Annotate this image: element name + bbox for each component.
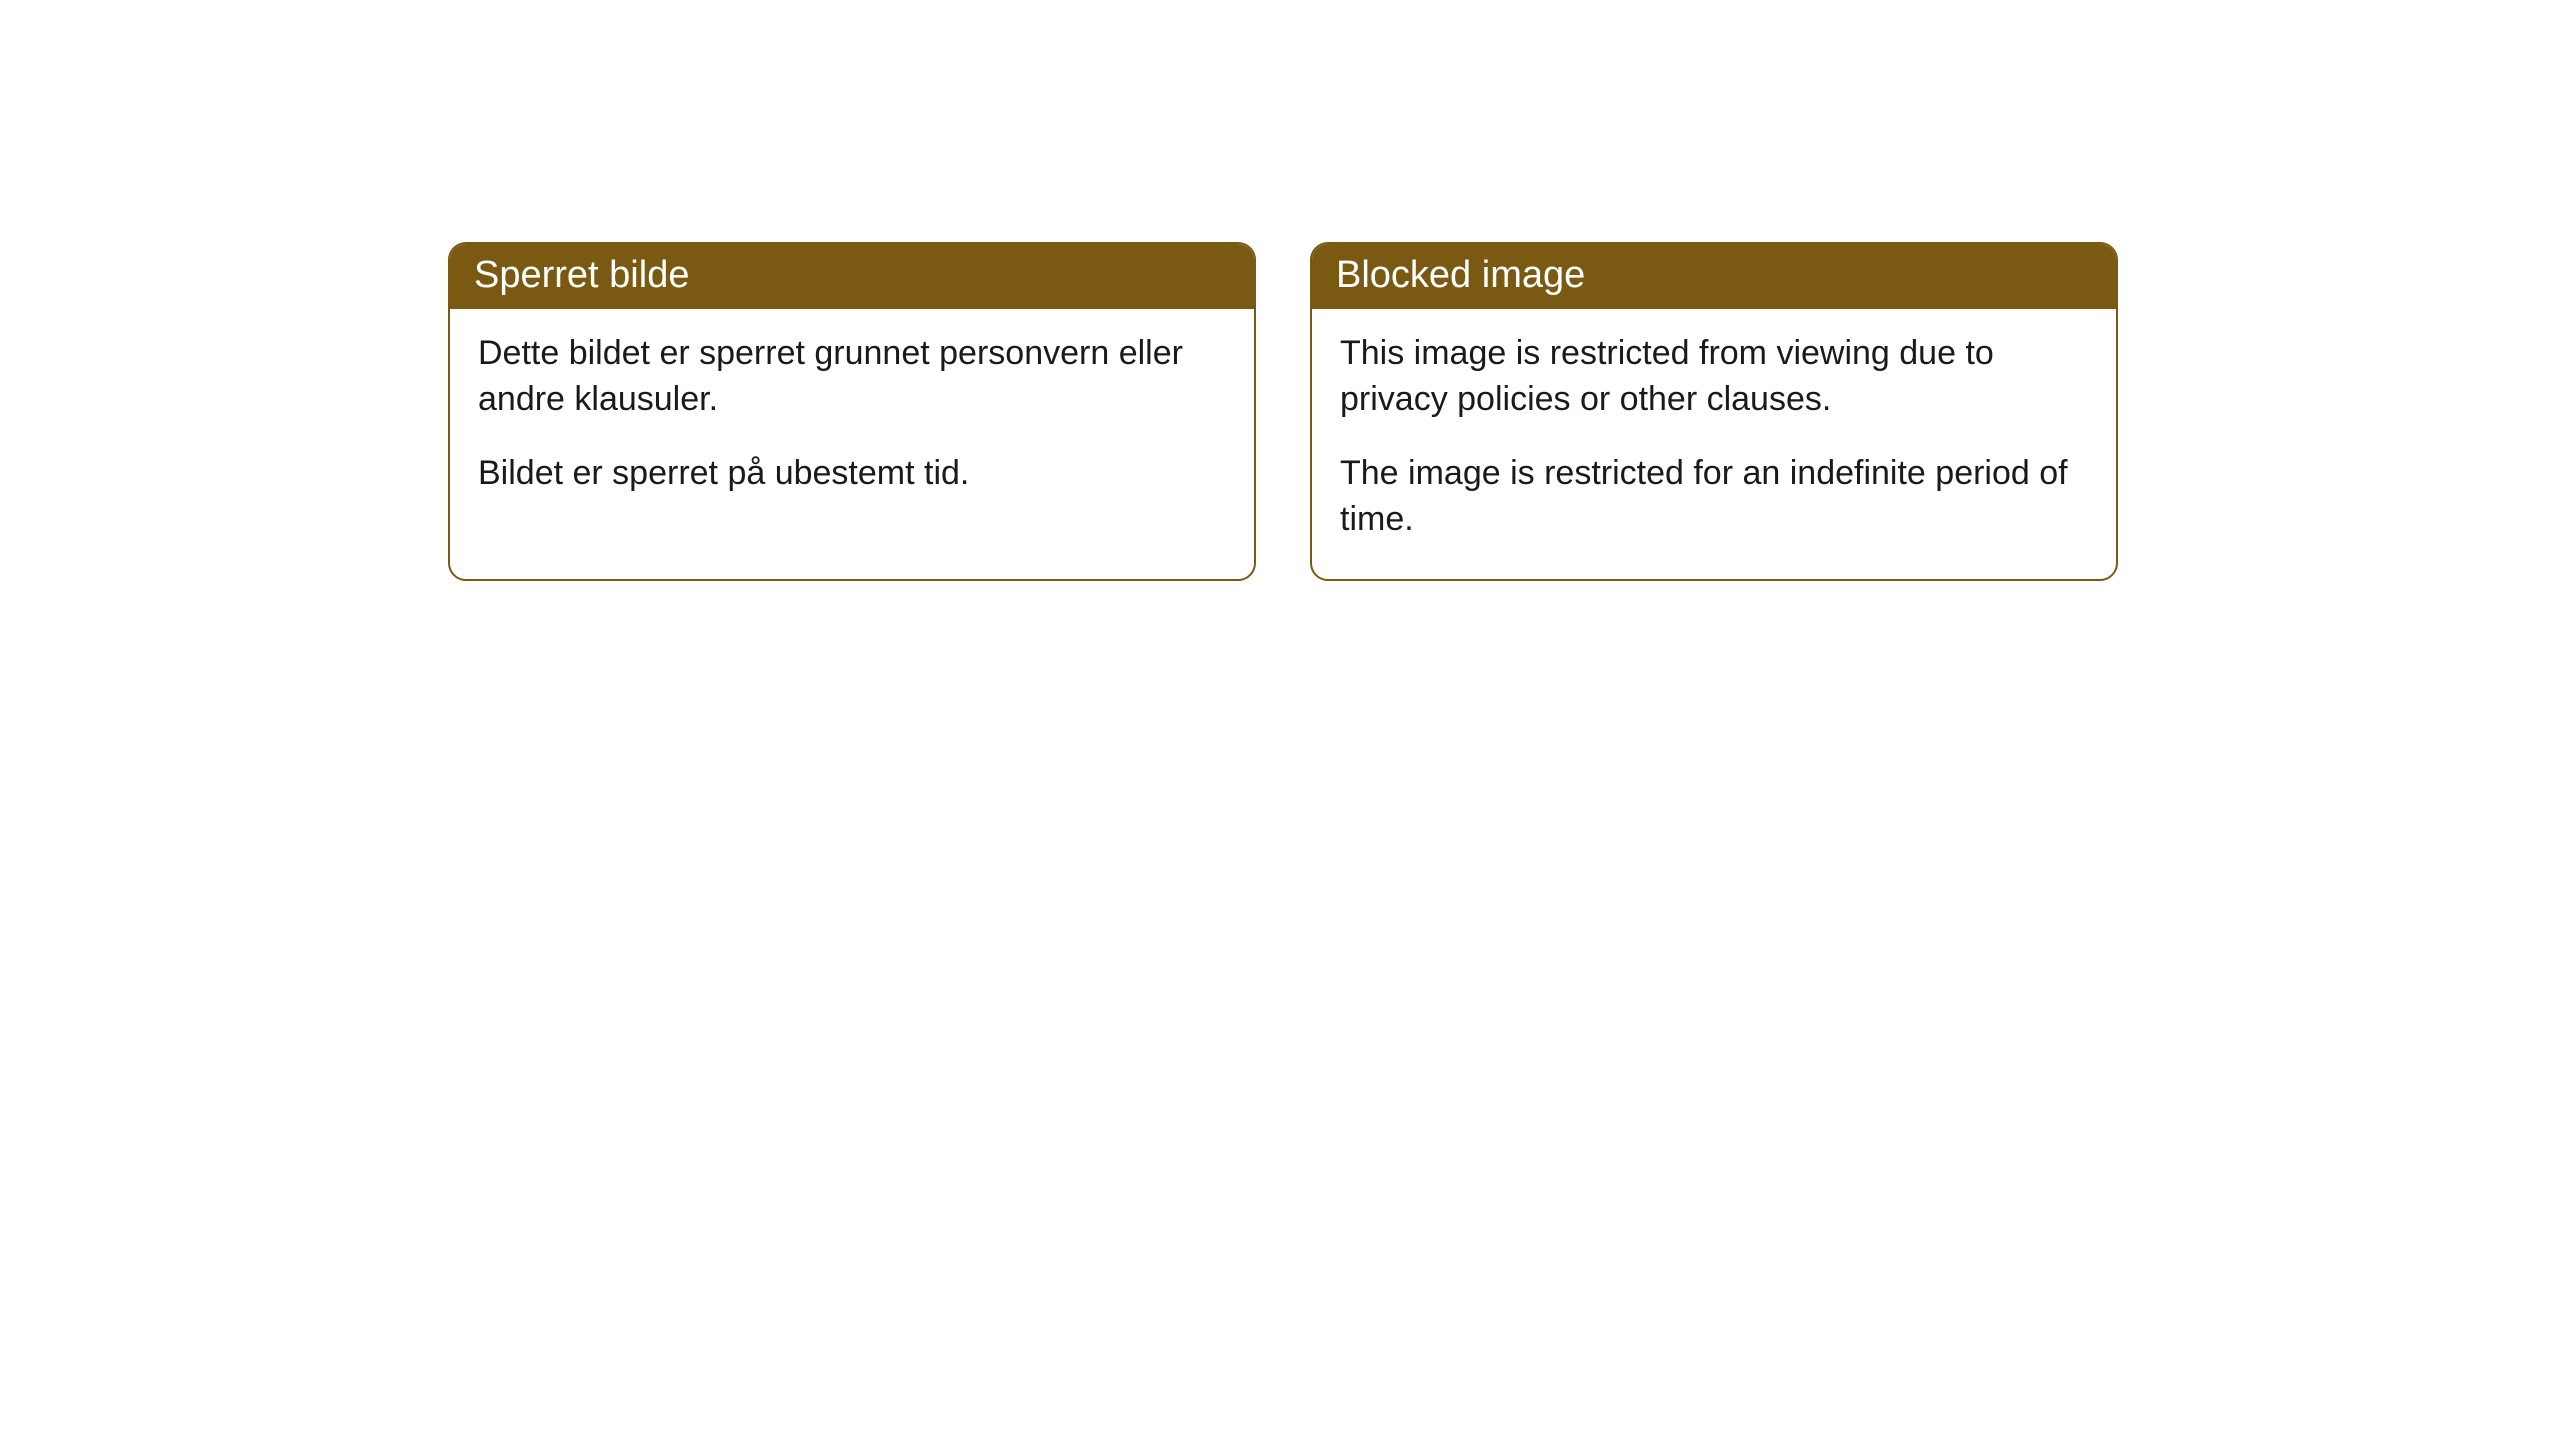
card-text-para2: The image is restricted for an indefinit… <box>1340 451 2088 543</box>
card-text-para1: Dette bildet er sperret grunnet personve… <box>478 331 1226 423</box>
blocked-image-card-en: Blocked image This image is restricted f… <box>1310 242 2118 581</box>
card-title: Sperret bilde <box>450 244 1254 309</box>
card-text-para1: This image is restricted from viewing du… <box>1340 331 2088 423</box>
cards-container: Sperret bilde Dette bildet er sperret gr… <box>0 0 2560 581</box>
card-title: Blocked image <box>1312 244 2116 309</box>
blocked-image-card-no: Sperret bilde Dette bildet er sperret gr… <box>448 242 1256 581</box>
card-text-para2: Bildet er sperret på ubestemt tid. <box>478 451 1226 497</box>
card-body: Dette bildet er sperret grunnet personve… <box>450 309 1254 533</box>
card-body: This image is restricted from viewing du… <box>1312 309 2116 579</box>
